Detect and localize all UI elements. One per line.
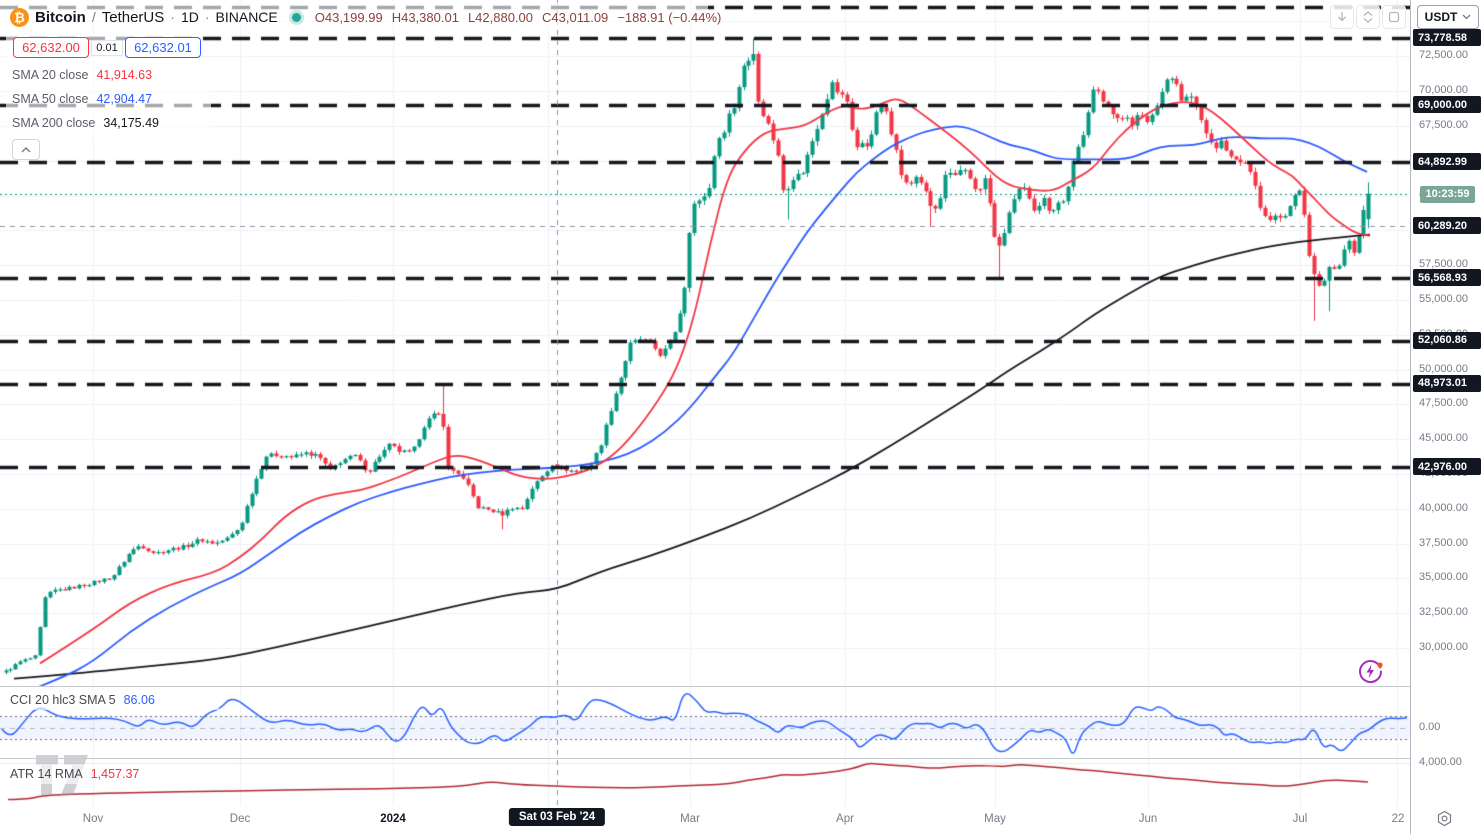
symbol-name[interactable]: Bitcoin bbox=[35, 8, 86, 26]
close-value: C43,011.09 bbox=[542, 9, 609, 25]
dot-separator: · bbox=[204, 9, 210, 25]
buy-button[interactable]: 62,632.01 bbox=[125, 37, 201, 58]
price-tick: 32,500.00 bbox=[1419, 606, 1468, 619]
time-axis[interactable]: Nov Dec 2024 Mar Apr May Jun Jul 22 Sat 03 Feb '2… bbox=[0, 806, 1410, 834]
time-tick: Apr bbox=[836, 813, 854, 825]
sma-backdrop bbox=[6, 63, 211, 137]
sma200-value: 34,175.49 bbox=[103, 116, 159, 130]
currency-label: USDT bbox=[1424, 10, 1458, 24]
indicator-row-sma20[interactable]: SMA 20 close 41,914.63 bbox=[12, 68, 152, 82]
indicator-row-sma200[interactable]: SMA 200 close 34,175.49 bbox=[12, 116, 159, 130]
spread-value: 0.01 bbox=[91, 39, 123, 56]
atr-legend-row[interactable]: ATR 14 RMA 1,457.37 bbox=[10, 767, 139, 781]
cci-backdrop bbox=[4, 690, 219, 710]
arrow-down-icon bbox=[1338, 12, 1346, 22]
collapse-pane-button[interactable] bbox=[1356, 5, 1380, 29]
exchange-label[interactable]: BINANCE bbox=[215, 9, 278, 25]
collapse-legend-button[interactable] bbox=[12, 139, 40, 160]
level-price-label: 73,778.58 bbox=[1413, 29, 1481, 47]
pane-separator[interactable] bbox=[0, 686, 1484, 687]
cci-zero-tick: 0.00 bbox=[1419, 720, 1441, 733]
low-value: L42,880.00 bbox=[467, 9, 534, 25]
level-price-label: 52,060.86 bbox=[1413, 331, 1481, 349]
currency-selector[interactable]: USDT bbox=[1417, 5, 1479, 29]
level-price-label: 64,892.99 bbox=[1413, 153, 1481, 171]
price-tick: 30,000.00 bbox=[1419, 641, 1468, 654]
time-tick: Jun bbox=[1138, 813, 1158, 825]
order-panel: 62,632.00 0.01 62,632.01 bbox=[13, 37, 201, 58]
change-value: −188.91 (−0.44%) bbox=[617, 9, 722, 25]
bar-countdown-label: 10:23:59 bbox=[1420, 185, 1475, 203]
symbol-pair[interactable]: TetherUS bbox=[101, 8, 165, 26]
chart-canvas[interactable] bbox=[0, 0, 1410, 806]
instant-trading-icon[interactable] bbox=[1357, 658, 1384, 690]
price-tick: 55,000.00 bbox=[1419, 292, 1468, 305]
time-tick: May bbox=[984, 813, 1006, 825]
price-tick: 47,500.00 bbox=[1419, 397, 1468, 410]
atr-grid-tick: 4,000.00 bbox=[1419, 755, 1462, 768]
crosshair-price-label: 60,289.20 bbox=[1413, 217, 1481, 235]
dot-separator: · bbox=[170, 9, 175, 25]
maximize-pane-button[interactable] bbox=[1382, 5, 1406, 29]
sma20-value: 41,914.63 bbox=[96, 68, 153, 82]
ohlc-values: O43,199.99 H43,380.01 L42,880.00 C43,011… bbox=[315, 10, 722, 25]
market-status-icon[interactable] bbox=[291, 12, 301, 22]
legend-backdrop bbox=[0, 2, 708, 28]
chevron-up-icon bbox=[21, 146, 31, 152]
price-tick: 45,000.00 bbox=[1419, 432, 1468, 445]
time-tick: 2024 bbox=[380, 813, 406, 825]
price-tick: 50,000.00 bbox=[1419, 362, 1468, 375]
indicator-row-sma50[interactable]: SMA 50 close 42,904.47 bbox=[12, 92, 152, 106]
open-value: O43,199.99 bbox=[314, 9, 383, 25]
level-price-label: 56,568.93 bbox=[1413, 269, 1481, 287]
atr-label: ATR 14 RMA bbox=[10, 767, 83, 781]
cci-legend-row[interactable]: CCI 20 hlc3 SMA 5 86.06 bbox=[10, 693, 155, 707]
time-tick: 22 bbox=[1391, 813, 1405, 825]
time-tick: Mar bbox=[680, 813, 700, 825]
price-tick: 72,500.00 bbox=[1419, 49, 1468, 62]
gear-icon bbox=[1437, 810, 1452, 827]
price-axis[interactable]: 75,000.0072,500.0070,000.0067,500.0065,0… bbox=[1410, 0, 1484, 834]
time-tick: Nov bbox=[82, 813, 104, 825]
maximize-icon bbox=[1388, 11, 1400, 23]
time-tick: Dec bbox=[229, 813, 251, 825]
price-tick: 40,000.00 bbox=[1419, 501, 1468, 514]
cci-value: 86.06 bbox=[123, 693, 155, 707]
collapse-icon bbox=[1363, 11, 1373, 23]
symbol-legend[interactable]: ₿ Bitcoin / TetherUS · 1D · BINANCE O43,… bbox=[10, 7, 721, 27]
crosshair-date-label: Sat 03 Feb '24 bbox=[508, 808, 606, 826]
chevron-down-icon bbox=[1462, 14, 1471, 20]
sma200-label: SMA 200 close bbox=[12, 116, 96, 130]
price-tick: 67,500.00 bbox=[1419, 118, 1468, 131]
axis-settings-button[interactable] bbox=[1436, 810, 1453, 832]
time-tick: Jul bbox=[1292, 813, 1308, 825]
sma20-label: SMA 20 close bbox=[12, 68, 89, 82]
sell-button[interactable]: 62,632.00 bbox=[13, 37, 89, 58]
level-price-label: 69,000.00 bbox=[1413, 96, 1481, 114]
scroll-down-button[interactable] bbox=[1330, 5, 1354, 29]
interval-label[interactable]: 1D bbox=[180, 9, 199, 25]
pane-separator[interactable] bbox=[0, 758, 1484, 759]
atr-backdrop bbox=[4, 764, 169, 784]
cci-label: CCI 20 hlc3 SMA 5 bbox=[10, 693, 116, 707]
price-tick: 37,500.00 bbox=[1419, 536, 1468, 549]
level-price-label: 42,976.00 bbox=[1413, 458, 1481, 476]
bitcoin-logo-icon: ₿ bbox=[10, 7, 29, 27]
price-tick: 35,000.00 bbox=[1419, 571, 1468, 584]
sma50-label: SMA 50 close bbox=[12, 92, 89, 106]
level-price-label: 48,973.01 bbox=[1413, 374, 1481, 392]
high-value: H43,380.01 bbox=[391, 9, 459, 25]
price-tick: 57,500.00 bbox=[1419, 258, 1468, 271]
price-tick: 70,000.00 bbox=[1419, 84, 1468, 97]
atr-value: 1,457.37 bbox=[90, 767, 140, 781]
symbol-separator: / bbox=[91, 9, 96, 25]
sma50-value: 42,904.47 bbox=[96, 92, 153, 106]
